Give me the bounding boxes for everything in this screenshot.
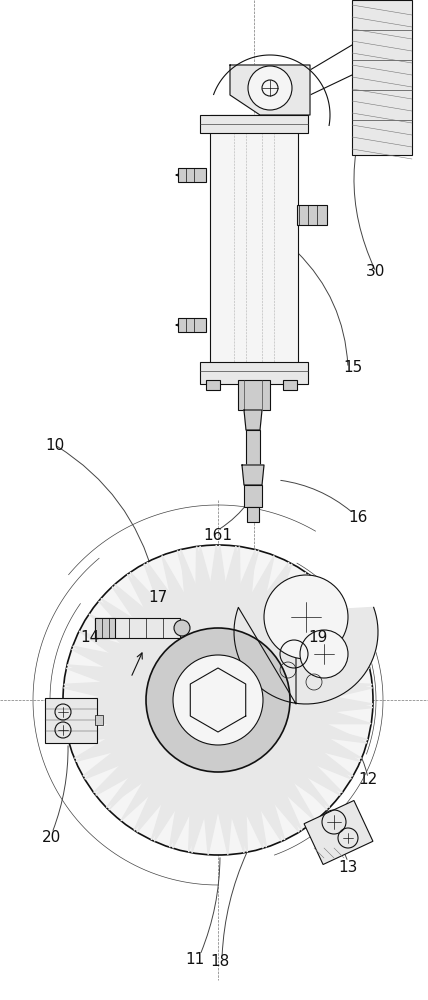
Circle shape: [264, 575, 348, 659]
Polygon shape: [234, 607, 378, 704]
Text: 19: 19: [308, 631, 328, 646]
Bar: [45, 698, 97, 743]
Polygon shape: [63, 545, 373, 855]
Bar: [95, 715, 103, 725]
Text: 12: 12: [358, 772, 377, 788]
Circle shape: [174, 620, 190, 636]
Polygon shape: [63, 546, 372, 852]
Bar: [210, 115, 298, 380]
Text: 14: 14: [80, 631, 100, 646]
Bar: [304, 800, 373, 865]
Bar: [178, 318, 206, 332]
Bar: [246, 430, 260, 465]
Text: 10: 10: [45, 438, 65, 452]
Bar: [247, 507, 259, 522]
Bar: [206, 380, 220, 390]
Bar: [178, 168, 206, 182]
Circle shape: [146, 628, 290, 772]
Text: 11: 11: [185, 952, 205, 968]
Bar: [297, 205, 327, 225]
Text: 13: 13: [338, 860, 358, 876]
Bar: [352, 0, 412, 155]
Polygon shape: [244, 410, 262, 430]
Bar: [200, 362, 308, 384]
Text: 30: 30: [366, 264, 386, 279]
Bar: [244, 485, 262, 507]
Circle shape: [248, 66, 292, 110]
Polygon shape: [230, 65, 310, 115]
Bar: [238, 380, 270, 410]
Text: 17: 17: [149, 590, 168, 605]
Text: 20: 20: [42, 830, 62, 846]
Polygon shape: [242, 465, 264, 485]
Circle shape: [173, 655, 263, 745]
Text: 161: 161: [203, 528, 232, 542]
Bar: [200, 115, 308, 133]
Bar: [95, 618, 115, 638]
Polygon shape: [63, 545, 373, 855]
Text: 15: 15: [343, 360, 363, 375]
Text: 18: 18: [211, 954, 230, 970]
Text: 16: 16: [348, 510, 368, 526]
Bar: [95, 618, 180, 638]
Circle shape: [63, 545, 373, 855]
Circle shape: [300, 630, 348, 678]
Bar: [283, 380, 297, 390]
